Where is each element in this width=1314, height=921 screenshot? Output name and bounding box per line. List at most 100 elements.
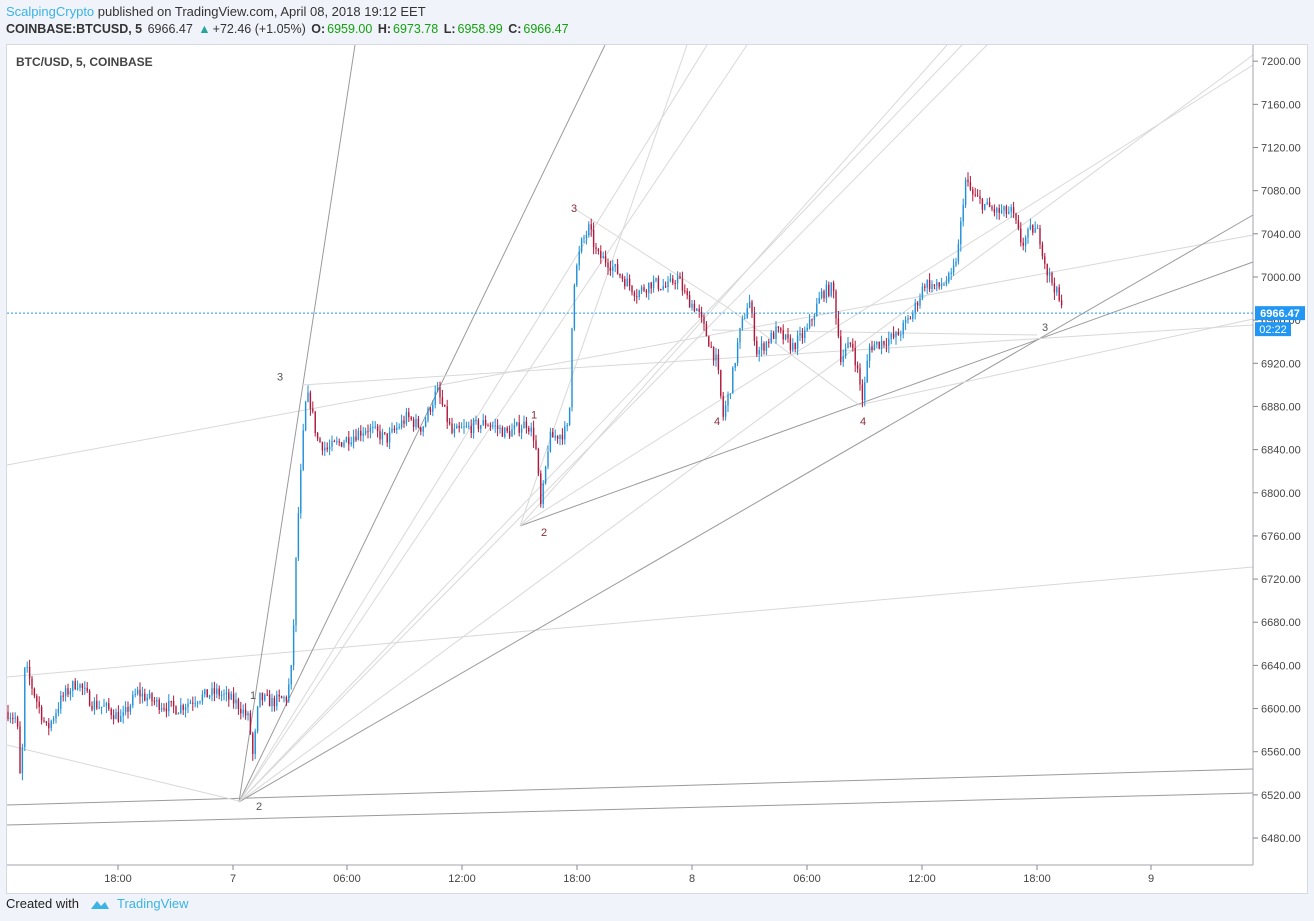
candle-body — [391, 428, 393, 432]
candle-body — [859, 368, 861, 385]
candle-body — [412, 419, 415, 427]
candle-body — [276, 694, 278, 707]
candle-body — [928, 280, 931, 290]
candle-body — [273, 698, 276, 707]
candle-body — [1053, 283, 1056, 293]
candle-body — [357, 430, 360, 441]
candle-body — [1012, 207, 1015, 214]
candle-body — [139, 689, 141, 697]
candle-body — [1008, 211, 1010, 214]
candle-body — [244, 709, 247, 716]
candle-body — [1034, 228, 1036, 233]
trend-line — [238, 44, 963, 803]
candle-body — [456, 425, 458, 429]
candle-body — [338, 441, 340, 443]
candle-body — [816, 303, 818, 316]
candle-body — [768, 341, 770, 344]
candle-body — [465, 425, 468, 427]
candle-body — [871, 346, 873, 351]
candle-body — [717, 354, 720, 371]
candle-body — [861, 384, 864, 401]
candle-body — [28, 666, 31, 679]
candle-body — [549, 431, 552, 452]
candle-body — [170, 700, 172, 702]
candle-body — [453, 428, 456, 433]
price-tick-label: 6760.00 — [1261, 531, 1301, 543]
candle-body — [657, 278, 660, 290]
candle-body — [388, 431, 391, 443]
candle-body — [84, 687, 86, 689]
candle-body — [849, 342, 852, 344]
candle-body — [297, 513, 300, 558]
candle-body — [912, 312, 914, 320]
candle-body — [36, 696, 38, 702]
candle-body — [9, 718, 12, 720]
trend-line — [238, 214, 1254, 803]
candle-body — [261, 692, 264, 701]
candle-body — [609, 267, 612, 271]
candle-body — [592, 229, 595, 248]
candle-body — [86, 687, 88, 691]
candle-body — [770, 332, 772, 344]
candle-body — [900, 334, 902, 336]
candle-body — [381, 432, 384, 440]
candle-body — [432, 404, 434, 412]
candle-body — [504, 427, 506, 437]
candle-body — [739, 328, 741, 343]
candle-body — [122, 712, 124, 717]
candle-body — [417, 418, 420, 428]
candle-body — [444, 404, 446, 407]
price-chart[interactable]: 1 2 3 1 2 3 4 4 3 6480.00 6520.00 6560.00 6600.00 66… — [6, 44, 1307, 893]
candle-body — [801, 333, 804, 339]
candle-body — [921, 286, 924, 298]
candle-body — [537, 448, 540, 474]
candle-body — [196, 702, 199, 704]
candle-body — [756, 340, 758, 355]
candle-body — [242, 709, 244, 714]
candle-body — [804, 330, 806, 339]
candle-body — [364, 431, 367, 434]
candle-body — [237, 699, 240, 709]
candle-body — [76, 687, 79, 689]
candle-body — [1029, 225, 1032, 229]
candle-body — [664, 286, 667, 288]
price-tick-label: 7040.00 — [1261, 229, 1301, 241]
candle-body — [201, 694, 204, 702]
tradingview-link[interactable]: TradingView — [87, 896, 189, 911]
candle-body — [240, 708, 242, 714]
candle-body — [708, 336, 710, 347]
candle-body — [348, 437, 350, 445]
candle-body — [268, 694, 271, 707]
candle-body — [600, 251, 602, 259]
candle-body — [153, 701, 156, 703]
candle-body — [148, 693, 151, 698]
candle-body — [919, 297, 921, 306]
chart-frame[interactable]: 1 2 3 1 2 3 4 4 3 6480.00 6520.00 6560.00 6600.00 66… — [6, 44, 1308, 894]
candle-body — [837, 318, 840, 337]
candle-body — [110, 709, 112, 716]
candle-body — [700, 311, 703, 318]
candle-body — [129, 705, 132, 712]
trend-line — [6, 744, 240, 802]
candle-body — [468, 425, 470, 427]
candle-body — [67, 688, 69, 695]
candle-body — [643, 287, 645, 291]
candle-body — [480, 425, 482, 429]
candle-body — [763, 343, 765, 351]
candle-body — [633, 292, 636, 297]
time-badge-text: 02:22 — [1259, 324, 1287, 336]
candle-body — [796, 335, 799, 350]
candle-body — [292, 625, 295, 666]
candle-body — [794, 343, 796, 350]
author-link[interactable]: ScalpingCrypto — [6, 4, 95, 19]
candle-body — [31, 678, 33, 689]
candle-body — [530, 427, 532, 432]
wave-label: 2 — [541, 527, 547, 539]
candle-body — [446, 406, 448, 423]
up-arrow-icon: ▲ — [198, 22, 211, 36]
candle-body — [969, 181, 972, 190]
candle-body — [676, 276, 679, 284]
trend-line — [711, 329, 1038, 336]
wave-label: 3 — [571, 203, 577, 215]
candle-body — [955, 261, 957, 266]
